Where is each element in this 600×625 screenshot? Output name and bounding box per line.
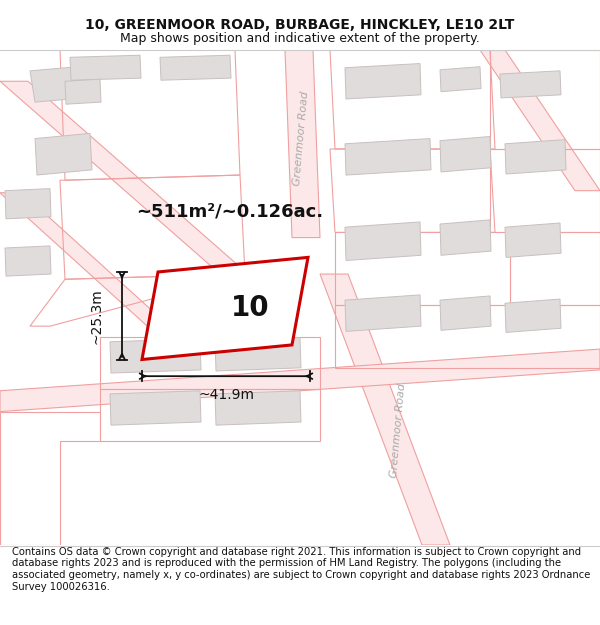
Polygon shape [505, 139, 566, 174]
Polygon shape [440, 136, 491, 172]
Polygon shape [440, 296, 491, 331]
Text: Contains OS data © Crown copyright and database right 2021. This information is : Contains OS data © Crown copyright and d… [12, 547, 590, 592]
Polygon shape [160, 55, 231, 80]
Text: ~41.9m: ~41.9m [198, 388, 254, 402]
Polygon shape [142, 258, 308, 359]
Polygon shape [440, 67, 481, 92]
Text: 10: 10 [230, 294, 269, 322]
Polygon shape [345, 64, 421, 99]
Polygon shape [35, 133, 92, 175]
Polygon shape [215, 338, 301, 371]
Polygon shape [5, 246, 51, 276]
Polygon shape [285, 50, 320, 238]
Polygon shape [500, 71, 561, 98]
Polygon shape [345, 222, 421, 261]
Polygon shape [345, 295, 421, 331]
Polygon shape [110, 391, 201, 425]
Polygon shape [320, 274, 450, 545]
Text: Greenmoor Road: Greenmoor Road [292, 91, 310, 186]
Polygon shape [70, 55, 141, 80]
Text: ~511m²/~0.126ac.: ~511m²/~0.126ac. [136, 202, 323, 221]
Polygon shape [505, 223, 561, 258]
Text: ~25.3m: ~25.3m [90, 288, 104, 344]
Polygon shape [30, 66, 95, 102]
Polygon shape [480, 50, 600, 191]
Polygon shape [110, 339, 201, 373]
Polygon shape [345, 139, 431, 175]
Text: Greenmoor Road: Greenmoor Road [389, 382, 407, 478]
Polygon shape [0, 349, 600, 412]
Polygon shape [440, 220, 491, 255]
Polygon shape [65, 79, 101, 104]
Polygon shape [5, 189, 51, 219]
Polygon shape [505, 299, 561, 332]
Polygon shape [0, 192, 175, 331]
Text: Map shows position and indicative extent of the property.: Map shows position and indicative extent… [120, 32, 480, 45]
Polygon shape [215, 391, 301, 425]
Polygon shape [0, 81, 260, 284]
Text: 10, GREENMOOR ROAD, BURBAGE, HINCKLEY, LE10 2LT: 10, GREENMOOR ROAD, BURBAGE, HINCKLEY, L… [85, 18, 515, 32]
